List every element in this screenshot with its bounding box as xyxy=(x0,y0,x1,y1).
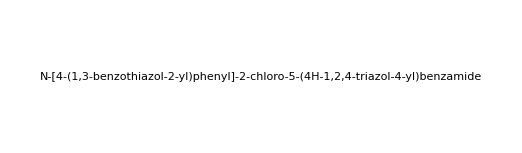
Text: N-[4-(1,3-benzothiazol-2-yl)phenyl]-2-chloro-5-(4H-1,2,4-triazol-4-yl)benzamide: N-[4-(1,3-benzothiazol-2-yl)phenyl]-2-ch… xyxy=(40,71,482,82)
